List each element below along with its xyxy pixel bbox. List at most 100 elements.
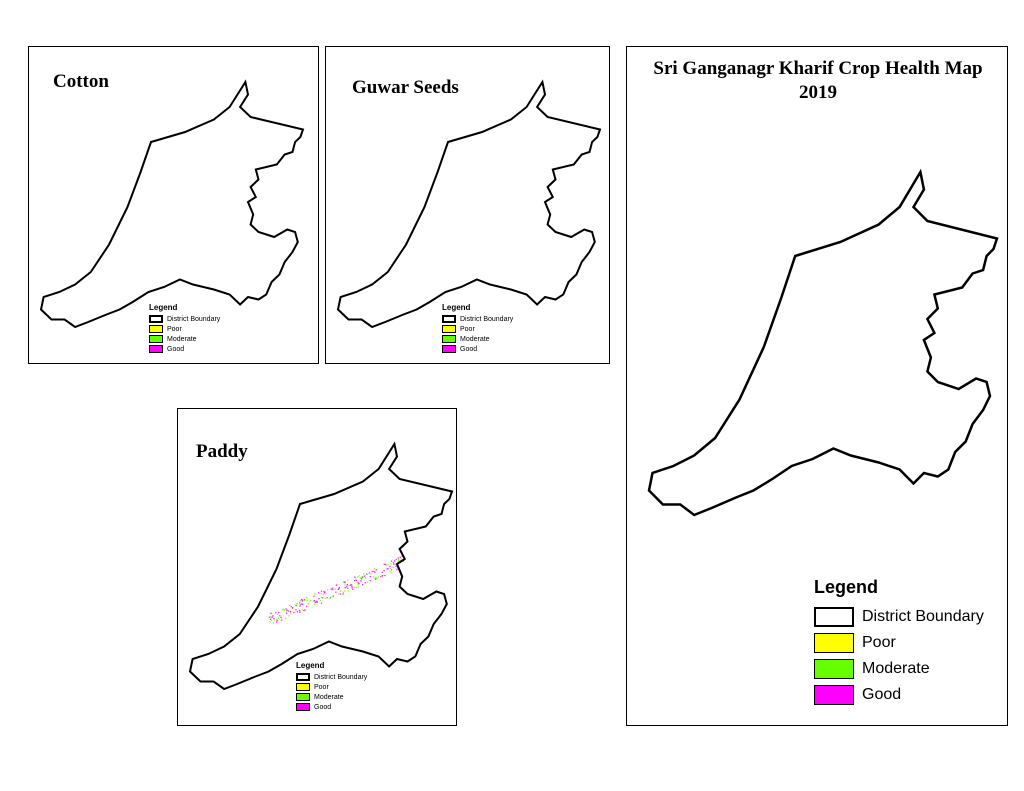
crop-pixel — [366, 573, 368, 575]
legend-label: Good — [460, 345, 478, 353]
crop-pixel — [316, 600, 318, 602]
crop-pixel — [301, 603, 303, 605]
crop-pixel — [277, 617, 280, 619]
crop-pixel — [387, 564, 389, 566]
crop-pixel — [285, 617, 287, 620]
crop-pixel — [270, 619, 273, 621]
crop-pixel — [375, 569, 377, 571]
crop-pixel — [276, 621, 278, 623]
legend-label: Good — [314, 703, 332, 711]
legend-title: Legend — [814, 577, 879, 597]
crop-pixel — [360, 578, 363, 580]
crop-pixel — [303, 598, 305, 601]
crop-pixel — [355, 586, 357, 588]
crop-pixel — [342, 591, 344, 593]
legend-swatch — [442, 325, 456, 333]
crop-pixel — [292, 607, 294, 610]
crop-pixel — [316, 601, 318, 603]
crop-pixel — [324, 597, 326, 599]
crop-pixel — [346, 584, 348, 586]
guwar-map — [336, 79, 602, 329]
crop-pixel — [375, 577, 377, 579]
cotton-legend: Legend District Boundary Poor Moderate Good — [149, 303, 220, 354]
crop-pixel — [326, 597, 328, 599]
crop-pixel — [332, 588, 334, 591]
legend-label: Poor — [460, 325, 475, 333]
crop-pixel — [347, 579, 349, 581]
legend-item: Good — [296, 702, 367, 712]
legend-title: Legend — [442, 303, 471, 312]
legend-label: Poor — [167, 325, 182, 333]
crop-pixel — [381, 571, 383, 573]
crop-pixel — [360, 580, 362, 582]
legend-label: Good — [862, 686, 902, 703]
crop-pixel — [301, 598, 303, 601]
crop-pixel — [344, 590, 346, 592]
crop-pixel — [396, 566, 398, 569]
crop-pixel — [306, 605, 308, 608]
crop-pixel — [347, 590, 349, 592]
crop-pixel — [296, 611, 299, 613]
paddy-map — [188, 441, 454, 691]
crop-pixel — [295, 603, 297, 605]
legend-label: Moderate — [460, 335, 490, 343]
crop-pixel — [299, 600, 301, 602]
crop-pixel — [306, 599, 308, 601]
legend-item: Good — [814, 682, 984, 708]
crop-pixel — [325, 592, 327, 595]
cotton-map — [39, 79, 305, 329]
crop-pixel — [295, 609, 297, 611]
crop-pixel — [390, 563, 392, 565]
crop-pixel — [371, 570, 373, 573]
main-map-title: Sri Ganganagr Kharif Crop Health Map 201… — [627, 57, 1009, 105]
crop-pixel — [270, 612, 273, 614]
crop-pixel — [320, 593, 322, 595]
crop-pixel — [398, 559, 400, 561]
crop-pixel — [351, 585, 353, 587]
crop-pixel — [272, 615, 274, 617]
crop-pixel — [389, 567, 391, 569]
crop-pixel — [279, 615, 281, 617]
crop-pixel — [390, 569, 393, 571]
main-map-title-line1: Sri Ganganagr Kharif Crop Health Map — [653, 58, 983, 79]
crop-pixel — [384, 563, 387, 566]
crop-pixel — [339, 593, 341, 595]
crop-pixel — [395, 565, 397, 567]
crop-pixel — [398, 560, 400, 563]
guwar-legend: Legend District Boundary Poor Moderate Good — [442, 303, 513, 354]
crop-pixel — [320, 590, 323, 592]
crop-pixel — [276, 613, 279, 615]
crop-pixel — [344, 581, 346, 583]
legend-swatch — [149, 315, 163, 323]
crop-pixel — [286, 609, 288, 611]
crop-pixel — [314, 604, 316, 606]
legend-item: Moderate — [149, 334, 220, 344]
legend-label: Poor — [862, 634, 896, 651]
crop-pixel — [332, 587, 334, 589]
crop-pixel — [354, 576, 356, 578]
guwar-map-title: Guwar Seeds — [352, 77, 459, 98]
legend-item: Moderate — [296, 692, 367, 702]
crop-pixel — [273, 618, 275, 620]
paddy-legend: Legend District Boundary Poor Moderate Good — [296, 661, 367, 712]
crop-pixel — [367, 581, 369, 583]
district-boundary — [188, 441, 454, 691]
crop-pixel — [281, 619, 283, 621]
crop-pixel — [389, 565, 391, 568]
crop-pixel — [363, 575, 365, 577]
crop-pixel — [347, 587, 349, 589]
legend-swatch — [149, 325, 163, 333]
paddy-map-title: Paddy — [196, 441, 248, 462]
crop-pixel — [383, 563, 385, 565]
legend-swatch — [814, 633, 854, 653]
district-boundary — [647, 168, 999, 517]
legend-swatch — [296, 673, 310, 681]
crop-pixel — [283, 609, 285, 611]
crop-pixel — [313, 595, 315, 597]
crop-pixel — [299, 604, 301, 606]
crop-pixel — [276, 618, 278, 621]
crop-pixel — [307, 603, 310, 605]
crop-pixel — [301, 600, 303, 602]
main-map-title-line2: 2019 — [799, 82, 837, 103]
legend-title: Legend — [296, 661, 325, 670]
